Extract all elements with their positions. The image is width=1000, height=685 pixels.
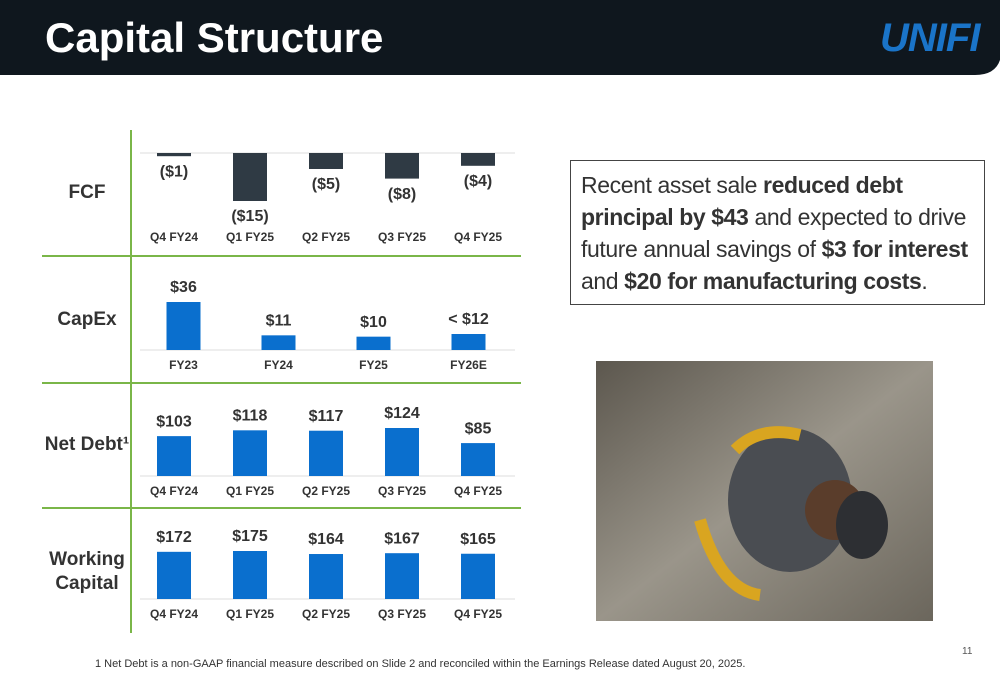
callout-text: reduced debt principal by $43: [581, 172, 903, 230]
callout: Recent asset sale reduced debt principal…: [570, 160, 985, 305]
x-tick-label: Q4 FY24: [150, 607, 198, 621]
value-label: $36: [170, 279, 197, 296]
page-number: 11: [962, 646, 973, 657]
value-label: $117: [309, 408, 344, 425]
bar: [309, 430, 343, 476]
value-label: $164: [308, 531, 344, 548]
bar: [166, 302, 201, 350]
x-tick-label: Q4 FY25: [454, 230, 502, 244]
bar: [461, 553, 495, 599]
callout-text: Recent asset sale: [581, 172, 764, 198]
callout-text: and expected to drive future annual savi…: [581, 204, 966, 262]
x-tick-label: Q1 FY25: [226, 607, 274, 621]
x-tick-label: Q3 FY25: [378, 607, 426, 621]
bar: [309, 554, 343, 599]
x-tick-label: FY26E: [450, 358, 487, 372]
bar: [233, 551, 267, 599]
photo: [596, 361, 933, 621]
x-tick-label: FY23: [169, 358, 198, 372]
bar: [261, 335, 296, 350]
value-label: $103: [156, 413, 192, 430]
value-label: $165: [460, 531, 496, 548]
value-label: $124: [384, 405, 420, 422]
x-tick-label: Q2 FY25: [302, 607, 350, 621]
callout-text: .: [921, 268, 928, 294]
logo: UNIFI: [880, 16, 980, 60]
value-label: $10: [360, 314, 387, 331]
x-tick-label: Q1 FY25: [226, 230, 274, 244]
callout-text: $3 for interest: [821, 236, 969, 262]
bar: [233, 430, 267, 476]
value-label: $118: [233, 408, 268, 425]
row-label: FCF: [68, 182, 106, 203]
bar: [385, 553, 419, 599]
x-tick-label: Q3 FY25: [378, 230, 426, 244]
value-label: < $12: [448, 311, 489, 328]
callout-text: $20 for manufacturing costs: [624, 268, 922, 294]
bar: [157, 436, 191, 476]
footnote: 1 Net Debt is a non-GAAP financial measu…: [95, 658, 746, 670]
value-label: $172: [156, 529, 192, 546]
value-label: ($1): [160, 163, 188, 180]
value-label: ($8): [388, 186, 416, 203]
bar: [157, 153, 191, 157]
row-label: Working Capital: [49, 549, 125, 594]
x-tick-label: Q4 FY25: [454, 484, 502, 498]
x-tick-label: Q4 FY25: [454, 607, 502, 621]
bar: [157, 551, 191, 599]
x-tick-label: Q3 FY25: [378, 484, 426, 498]
bar: [461, 153, 495, 166]
value-label: $175: [232, 528, 268, 545]
x-tick-label: Q1 FY25: [226, 484, 274, 498]
x-tick-label: FY25: [359, 358, 388, 372]
value-label: ($4): [464, 173, 492, 190]
x-tick-label: Q4 FY24: [150, 484, 198, 498]
bar: [309, 153, 343, 169]
bar: [233, 153, 267, 201]
row-label: Net Debt¹: [44, 434, 130, 455]
x-tick-label: Q2 FY25: [302, 484, 350, 498]
bar: [356, 336, 391, 350]
row-label: CapEx: [57, 309, 117, 330]
x-tick-label: Q4 FY24: [150, 230, 198, 244]
value-label: ($15): [231, 208, 268, 225]
value-label: ($5): [312, 176, 340, 193]
bar: [451, 334, 486, 350]
x-tick-label: FY24: [264, 358, 293, 372]
bar: [461, 443, 495, 476]
title: Capital Structure: [45, 14, 384, 61]
bar: [385, 428, 419, 476]
callout-text: and: [581, 268, 625, 294]
x-tick-label: Q2 FY25: [302, 230, 350, 244]
value-label: $85: [465, 420, 492, 437]
bar: [385, 153, 419, 179]
value-label: $11: [266, 313, 292, 330]
header-bar: [0, 0, 1000, 75]
value-label: $167: [384, 530, 420, 547]
